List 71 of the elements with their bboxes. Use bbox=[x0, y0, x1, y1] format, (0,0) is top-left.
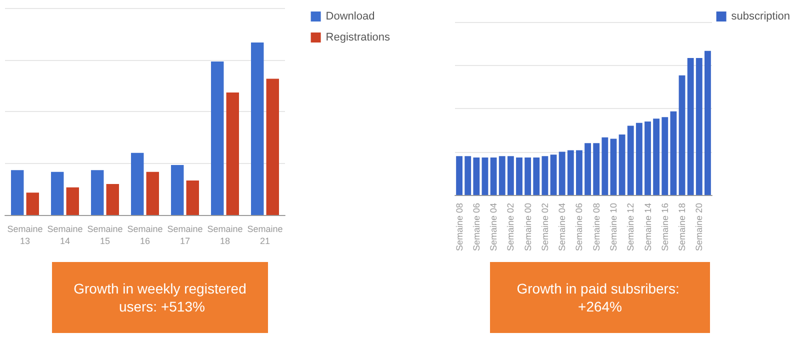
x-tick-label: Semaine 14 bbox=[47, 224, 83, 246]
bar bbox=[106, 184, 119, 215]
x-tick-label: Semaine 12 bbox=[626, 203, 636, 252]
bar bbox=[186, 180, 199, 215]
bar bbox=[670, 111, 677, 195]
text: Growth in paid subsribers: +264% bbox=[516, 280, 684, 314]
bar bbox=[26, 192, 39, 215]
bar bbox=[678, 75, 686, 195]
bar bbox=[131, 152, 144, 215]
x-tick-label: Semaine 16 bbox=[127, 224, 163, 246]
bar bbox=[662, 117, 668, 195]
bar bbox=[516, 158, 522, 195]
bar bbox=[91, 170, 104, 215]
x-tick-label: Semaine 06 bbox=[574, 203, 584, 252]
x-tick-label: Semaine 06 bbox=[471, 203, 482, 252]
bar bbox=[507, 156, 514, 195]
bar bbox=[584, 143, 591, 195]
bar bbox=[266, 78, 279, 215]
text: Growth in weekly registered users: +513% bbox=[74, 280, 246, 314]
x-tick-label: Semaine 17 bbox=[167, 224, 203, 246]
bar bbox=[482, 158, 488, 195]
bar bbox=[524, 158, 532, 195]
bar bbox=[51, 172, 64, 215]
bar bbox=[11, 170, 24, 215]
x-tick-label: Semaine 10 bbox=[608, 203, 618, 252]
x-tick-label: Semaine 15 bbox=[87, 224, 123, 246]
x-tick-label: Semaine 00 bbox=[522, 203, 533, 252]
bar bbox=[533, 158, 540, 195]
x-tick-label: Semaine 21 bbox=[247, 224, 283, 246]
bar bbox=[687, 58, 694, 195]
bar bbox=[558, 152, 566, 195]
bar bbox=[473, 158, 480, 195]
bar bbox=[618, 134, 626, 195]
bar bbox=[542, 156, 548, 195]
bar bbox=[696, 58, 702, 195]
x-tick-label: Semaine 13 bbox=[7, 224, 43, 246]
bar bbox=[610, 138, 617, 195]
x-tick-label: Semaine 18 bbox=[677, 203, 688, 252]
x-tick-label: Semaine 14 bbox=[642, 203, 653, 252]
bar bbox=[567, 150, 574, 195]
x-tick-label: Semaine 04 bbox=[557, 203, 568, 252]
bar bbox=[653, 118, 660, 195]
bar bbox=[226, 92, 239, 215]
bar bbox=[602, 137, 608, 195]
x-tick-label: Semaine 02 bbox=[540, 203, 550, 252]
bar bbox=[456, 156, 462, 195]
bar bbox=[498, 156, 506, 195]
x-tick-label: Semaine 20 bbox=[694, 203, 704, 252]
bar bbox=[636, 122, 642, 195]
bar bbox=[593, 143, 600, 195]
x-tick-label: Semaine 08 bbox=[454, 203, 464, 252]
legend-label: subscription bbox=[731, 10, 790, 22]
bar bbox=[644, 121, 651, 195]
x-tick-label: Semaine 18 bbox=[207, 224, 243, 246]
x-tick-label: Semaine 04 bbox=[488, 203, 499, 252]
bar bbox=[464, 156, 472, 195]
bar bbox=[550, 154, 557, 195]
bar bbox=[66, 187, 79, 215]
legend-label: Registrations bbox=[326, 32, 390, 44]
bar bbox=[171, 164, 184, 215]
bar bbox=[704, 50, 711, 195]
bar bbox=[146, 172, 159, 215]
bar bbox=[211, 61, 224, 215]
x-tick-label: Semaine 02 bbox=[506, 203, 516, 252]
bar bbox=[576, 150, 582, 195]
x-tick-label: Semaine 08 bbox=[591, 203, 602, 252]
legend-label: Download bbox=[326, 10, 375, 22]
bar bbox=[251, 42, 264, 215]
bar bbox=[627, 126, 634, 195]
bar bbox=[490, 158, 497, 195]
x-tick-label: Semaine 16 bbox=[660, 203, 670, 252]
